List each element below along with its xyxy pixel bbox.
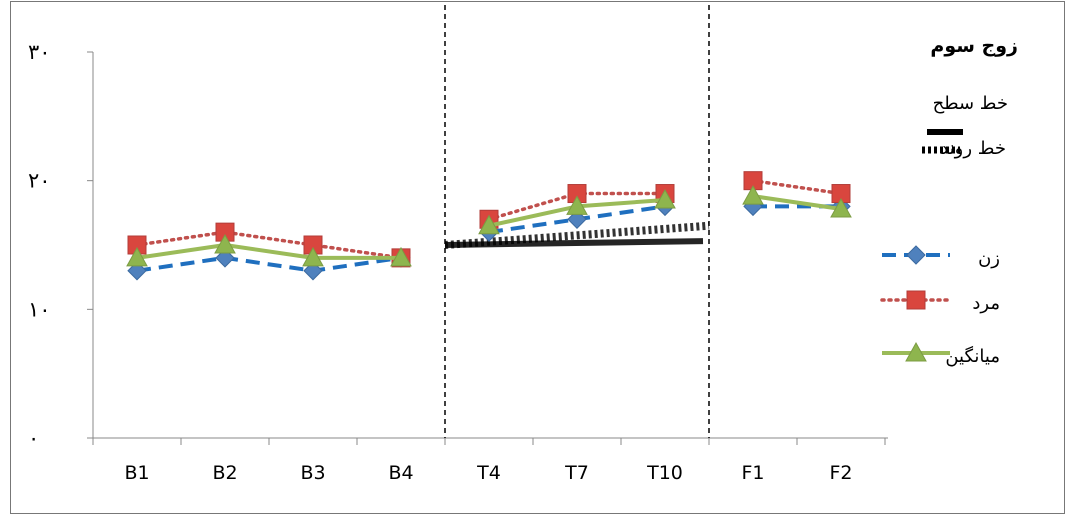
legend-label-miangin: میانگین [945, 345, 1000, 367]
series-line-zan [136, 255, 402, 273]
x-tick-label: B1 [124, 462, 149, 484]
legend-marker-mard [906, 290, 926, 310]
y-tick-label: ۳۰ [28, 40, 51, 64]
axes: ۰ ۱۰ ۲۰ ۳۰ B1 B2 B3 B4 T4 T7 T10 F1 F2 [28, 40, 888, 484]
legend-label-level: خط سطح [933, 93, 1008, 114]
x-tick-label: T4 [476, 462, 501, 484]
x-tick-label: T10 [646, 462, 683, 484]
data-point-miangin [302, 246, 324, 267]
data-point-miangin [214, 233, 236, 254]
series-line-mard [751, 178, 843, 196]
data-point-miangin [478, 214, 500, 235]
x-tick-label: F2 [829, 462, 852, 484]
data-point-miangin [390, 246, 412, 267]
x-tick-label: B4 [388, 462, 413, 484]
series-line-miangin [752, 194, 842, 211]
series-mard [127, 171, 851, 268]
series-miangin [126, 185, 852, 267]
series-line-mard [135, 230, 403, 260]
data-point-miangin [566, 195, 588, 215]
data-point-miangin [126, 246, 148, 267]
data-point-miangin [654, 188, 676, 209]
data-point-miangin [742, 185, 764, 205]
chart-border [10, 1, 1065, 514]
legend-title: زوج سوم [930, 35, 1018, 57]
legend-marker-miangin [905, 341, 927, 362]
phase-divider-lines [444, 5, 710, 438]
y-tick-label: ۲۰ [28, 169, 51, 193]
data-point-miangin [830, 197, 852, 218]
y-tick-label: ۱۰ [28, 297, 51, 321]
x-tick-label: T7 [564, 462, 589, 484]
legend: زوج سوم خط سطح خط روند زن مرد میانگین [880, 35, 1018, 367]
legend-marker-zan [906, 245, 926, 265]
legend-label-mard: مرد [972, 293, 1000, 314]
series-layer [126, 171, 852, 281]
x-tick-label: B3 [300, 462, 325, 484]
x-tick-label: F1 [741, 462, 764, 484]
x-tick-label: B2 [212, 462, 237, 484]
legend-label-zan: زن [978, 248, 1000, 269]
legend-label-trend: خط روند [940, 138, 1006, 159]
series-line-miangin [136, 243, 401, 260]
y-tick-label: ۰ [28, 426, 39, 450]
